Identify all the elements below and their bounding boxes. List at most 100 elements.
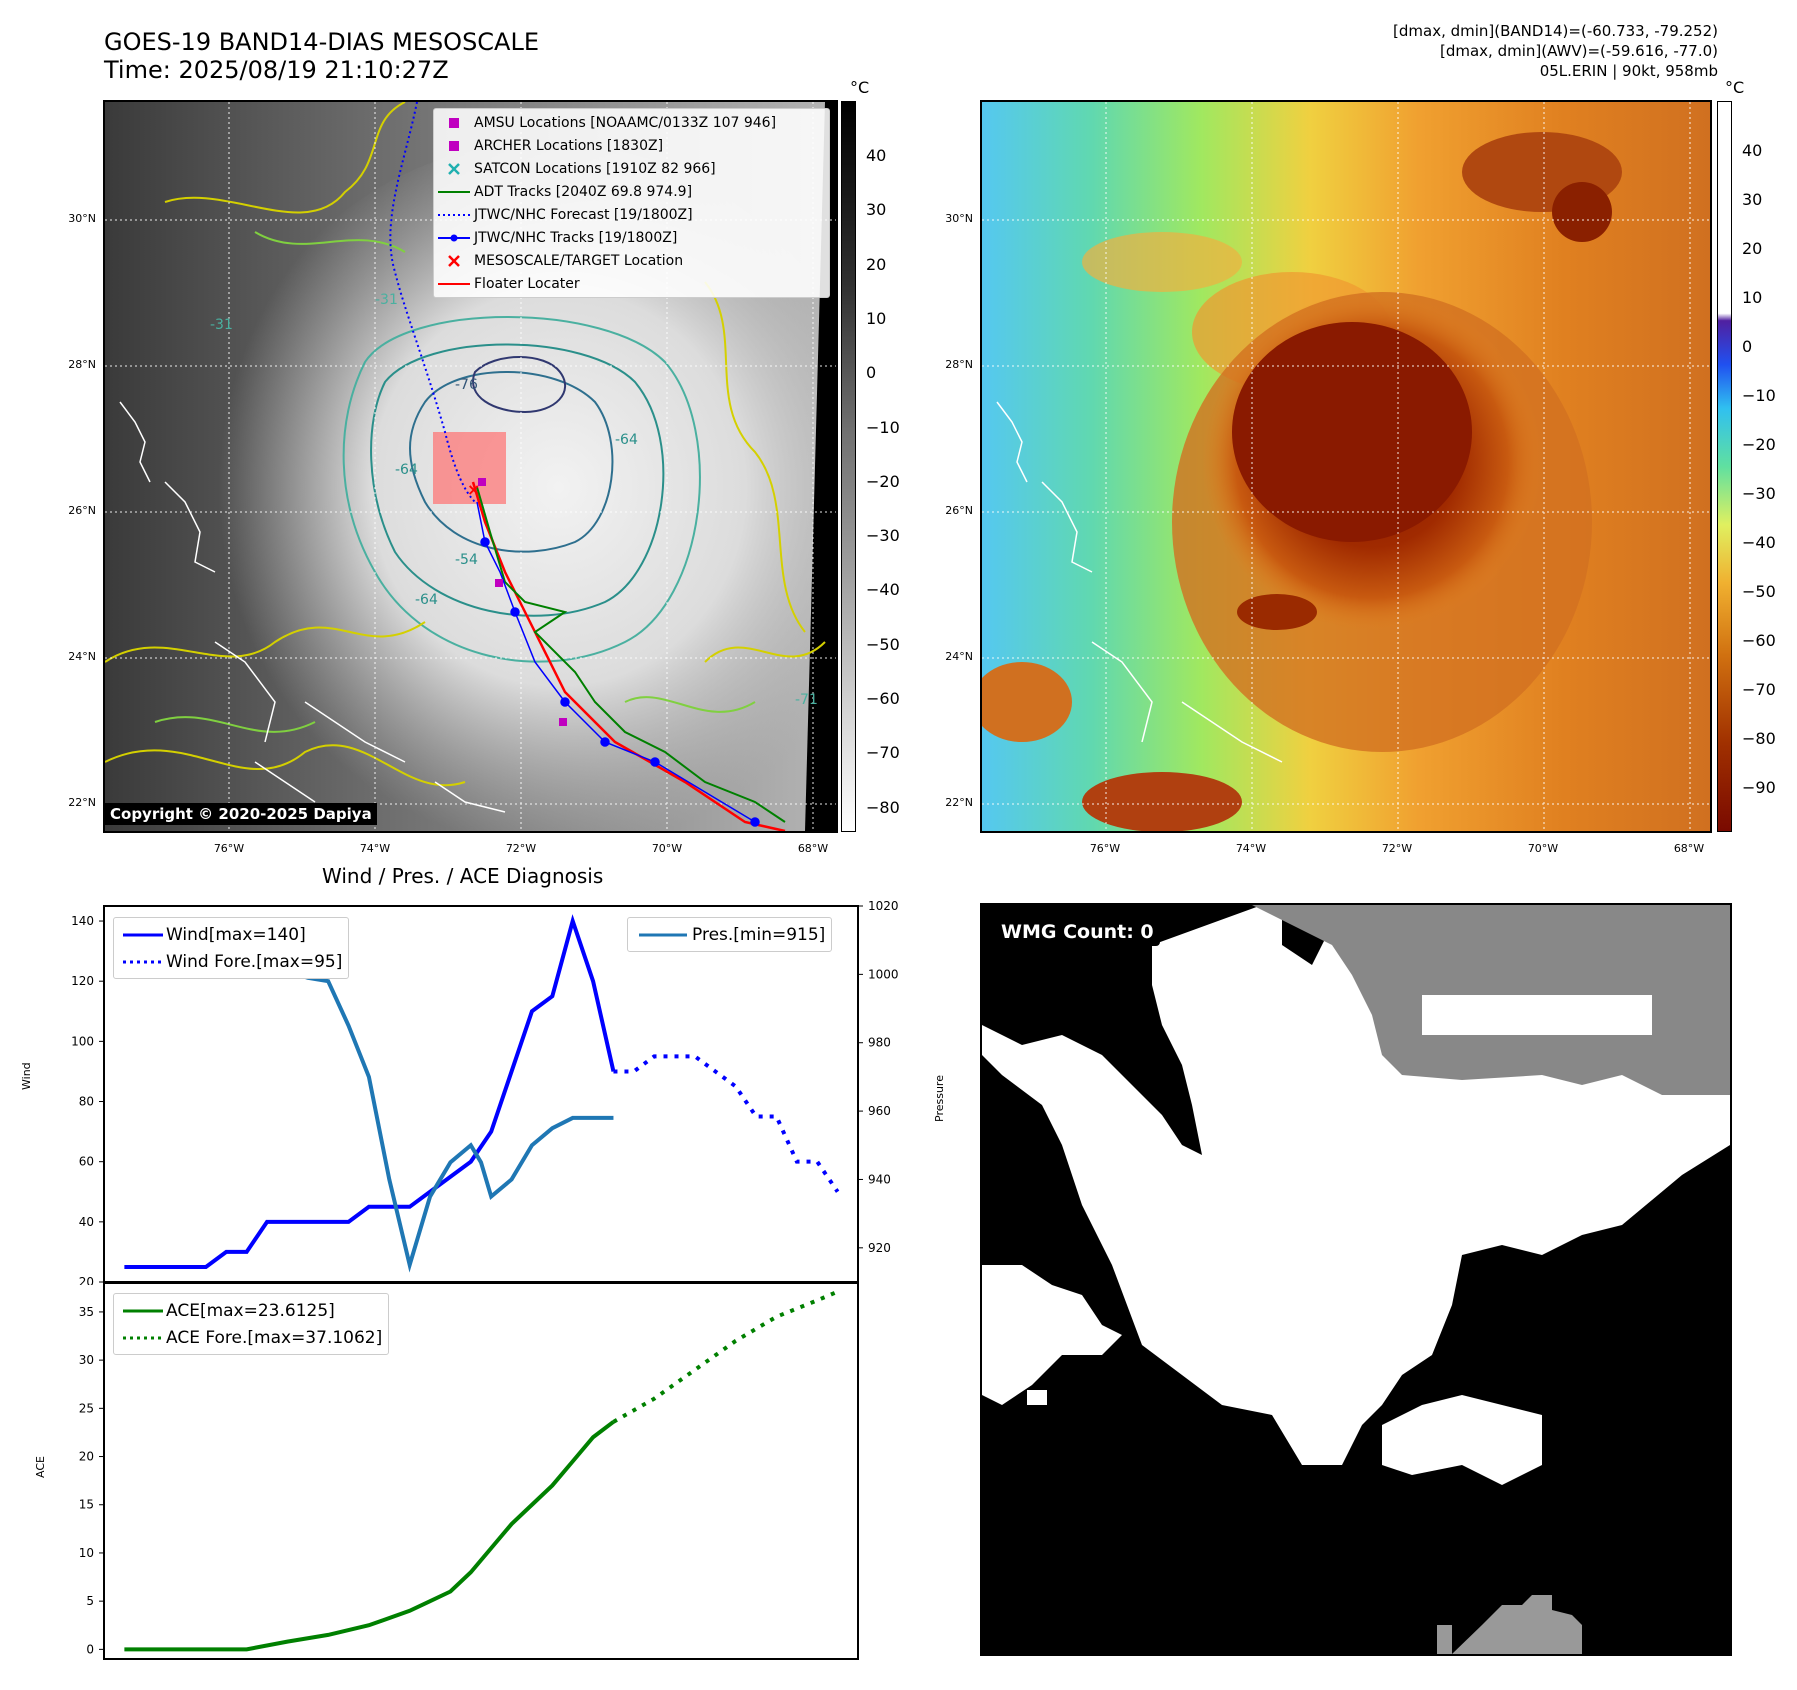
series-line-wind — [124, 914, 616, 1269]
awv-map-panel — [980, 100, 1712, 833]
lat-label: 22°N — [68, 796, 96, 809]
colorbar-tick-label: 30 — [866, 200, 887, 220]
wmg-count-label: WMG Count: 0 — [995, 918, 1160, 946]
colorbar-tick-label: 20 — [866, 254, 887, 274]
colorbar-tick-label: 40 — [866, 146, 887, 165]
contour-label: -54 — [455, 552, 478, 568]
wind-axis-label: Wind — [20, 1062, 33, 1090]
legend-item: Pres.[min=915] — [634, 921, 825, 948]
lat-label: 24°N — [945, 650, 973, 663]
lon-label: 72°W — [1381, 842, 1413, 855]
legend-label: Wind Fore.[max=95] — [166, 951, 343, 972]
y-tick-label: 120 — [71, 974, 94, 988]
y-tick-label: 20 — [79, 1450, 94, 1464]
colorbar-tick-label: −30 — [866, 526, 900, 546]
colorbar-tick-label: −60 — [866, 689, 900, 708]
lat-label: 28°N — [945, 358, 973, 371]
legend-label: Wind[max=140] — [166, 924, 306, 945]
legend-item: Floater Locater — [434, 272, 829, 295]
ace-legend: ACE[max=23.6125] ACE Fore.[max=37.1062] — [113, 1293, 390, 1355]
lon-label: 70°W — [1527, 842, 1559, 855]
y-tick-label: 25 — [79, 1401, 94, 1415]
ace-axis-label: ACE — [34, 1456, 47, 1478]
info-line3: 05L.ERIN | 90kt, 958mb — [1539, 62, 1718, 80]
svg-text:×: × — [467, 480, 480, 499]
ir-colorbar-unit: °C — [850, 78, 870, 97]
colorbar-tick-label: 40 — [1742, 141, 1763, 160]
colorbar-tick-label: −50 — [1742, 582, 1776, 601]
legend-label: Floater Locater — [474, 275, 580, 292]
chart-title-line1: GOES-19 BAND14-DIAS MESOSCALE — [104, 28, 540, 56]
wind-legend: Wind[max=140] Wind Fore.[max=95] — [113, 917, 350, 979]
wmg-image — [982, 905, 1730, 1654]
series-line-ace-forecast — [612, 1289, 839, 1424]
y-tick-label: 0 — [86, 1642, 94, 1656]
colorbar-tick-label: −30 — [1742, 484, 1776, 503]
y2-tick-label: 920 — [868, 1241, 891, 1255]
dotted-marker-icon — [434, 212, 474, 218]
series-line-pressure — [124, 927, 614, 1273]
contour-label: -64 — [615, 432, 638, 448]
line-marker-icon — [434, 281, 474, 287]
lat-label: 26°N — [68, 504, 96, 517]
series-line-wind-forecast — [613, 1054, 840, 1193]
legend-label: ADT Tracks [2040Z 69.8 974.9] — [474, 183, 693, 200]
lon-label: 68°W — [797, 842, 829, 855]
pressure-axis-label: Pressure — [933, 1075, 946, 1122]
lat-label: 30°N — [945, 212, 973, 225]
ir-legend: AMSU Locations [NOAAMC/0133Z 107 946] ARC… — [433, 108, 830, 298]
colorbar-tick-label: 0 — [1742, 337, 1753, 356]
legend-item: ACE Fore.[max=37.1062] — [120, 1324, 382, 1351]
square-marker-icon — [434, 140, 474, 152]
legend-label: SATCON Locations [1910Z 82 966] — [474, 160, 716, 177]
y2-tick-label: 980 — [868, 1036, 891, 1050]
legend-label: JTWC/NHC Forecast [19/1800Z] — [474, 206, 693, 223]
legend-item: JTWC/NHC Forecast [19/1800Z] — [434, 203, 829, 226]
contour-label: -31 — [375, 292, 398, 308]
lat-label: 28°N — [68, 358, 96, 371]
y-tick-label: 80 — [79, 1095, 94, 1109]
colorbar-tick-label: −40 — [1742, 533, 1776, 552]
legend-item: ADT Tracks [2040Z 69.8 974.9] — [434, 180, 829, 203]
colorbar-tick-label: −20 — [866, 471, 900, 491]
y-tick-label: 10 — [79, 1546, 94, 1560]
colorbar-tick-label: 0 — [866, 363, 877, 383]
colorbar-tick-label: 10 — [866, 308, 887, 328]
wmg-panel: WMG Count: 0 — [980, 903, 1732, 1656]
legend-label: ARCHER Locations [1830Z] — [474, 137, 664, 154]
y-tick-label: 20 — [79, 1275, 94, 1285]
legend-item: Wind Fore.[max=95] — [120, 948, 342, 975]
series-line-ace — [124, 1420, 615, 1652]
y-tick-label: 140 — [71, 914, 94, 928]
awv-map-image — [982, 102, 1710, 831]
colorbar-tick-label: −80 — [1742, 729, 1776, 748]
legend-item: JTWC/NHC Tracks [19/1800Z] — [434, 226, 829, 249]
y-tick-label: 40 — [79, 1215, 94, 1229]
legend-label: ACE[max=23.6125] — [166, 1300, 335, 1321]
lat-label: 26°N — [945, 504, 973, 517]
x-marker-icon — [434, 162, 474, 176]
legend-item: SATCON Locations [1910Z 82 966] — [434, 157, 829, 180]
legend-label: JTWC/NHC Tracks [19/1800Z] — [474, 229, 678, 246]
colorbar-tick-label: −10 — [866, 417, 900, 437]
ir-colorbar — [841, 101, 856, 832]
x-marker-icon — [434, 254, 474, 268]
lon-label: 76°W — [213, 842, 245, 855]
chart-title-line2: Time: 2025/08/19 21:10:27Z — [104, 56, 449, 84]
legend-item: ARCHER Locations [1830Z] — [434, 134, 829, 157]
colorbar-tick-label: −40 — [866, 580, 900, 600]
colorbar-tick-label: −50 — [866, 634, 900, 654]
lat-label: 30°N — [68, 212, 96, 225]
y2-tick-label: 940 — [868, 1172, 891, 1186]
square-marker-icon — [434, 117, 474, 129]
contour-label: -64 — [395, 462, 418, 478]
lon-label: 74°W — [1235, 842, 1267, 855]
lon-label: 74°W — [359, 842, 391, 855]
diagnosis-title: Wind / Pres. / ACE Diagnosis — [322, 864, 604, 888]
y2-tick-label: 1020 — [868, 900, 899, 913]
ace-chart: 35 30 25 20 15 10 5 0 — [79, 1282, 859, 1660]
colorbar-tick-label: −90 — [1742, 778, 1776, 797]
contour-label: -71 — [795, 692, 818, 708]
contour-label: -76 — [455, 377, 478, 393]
lon-label: 76°W — [1089, 842, 1121, 855]
